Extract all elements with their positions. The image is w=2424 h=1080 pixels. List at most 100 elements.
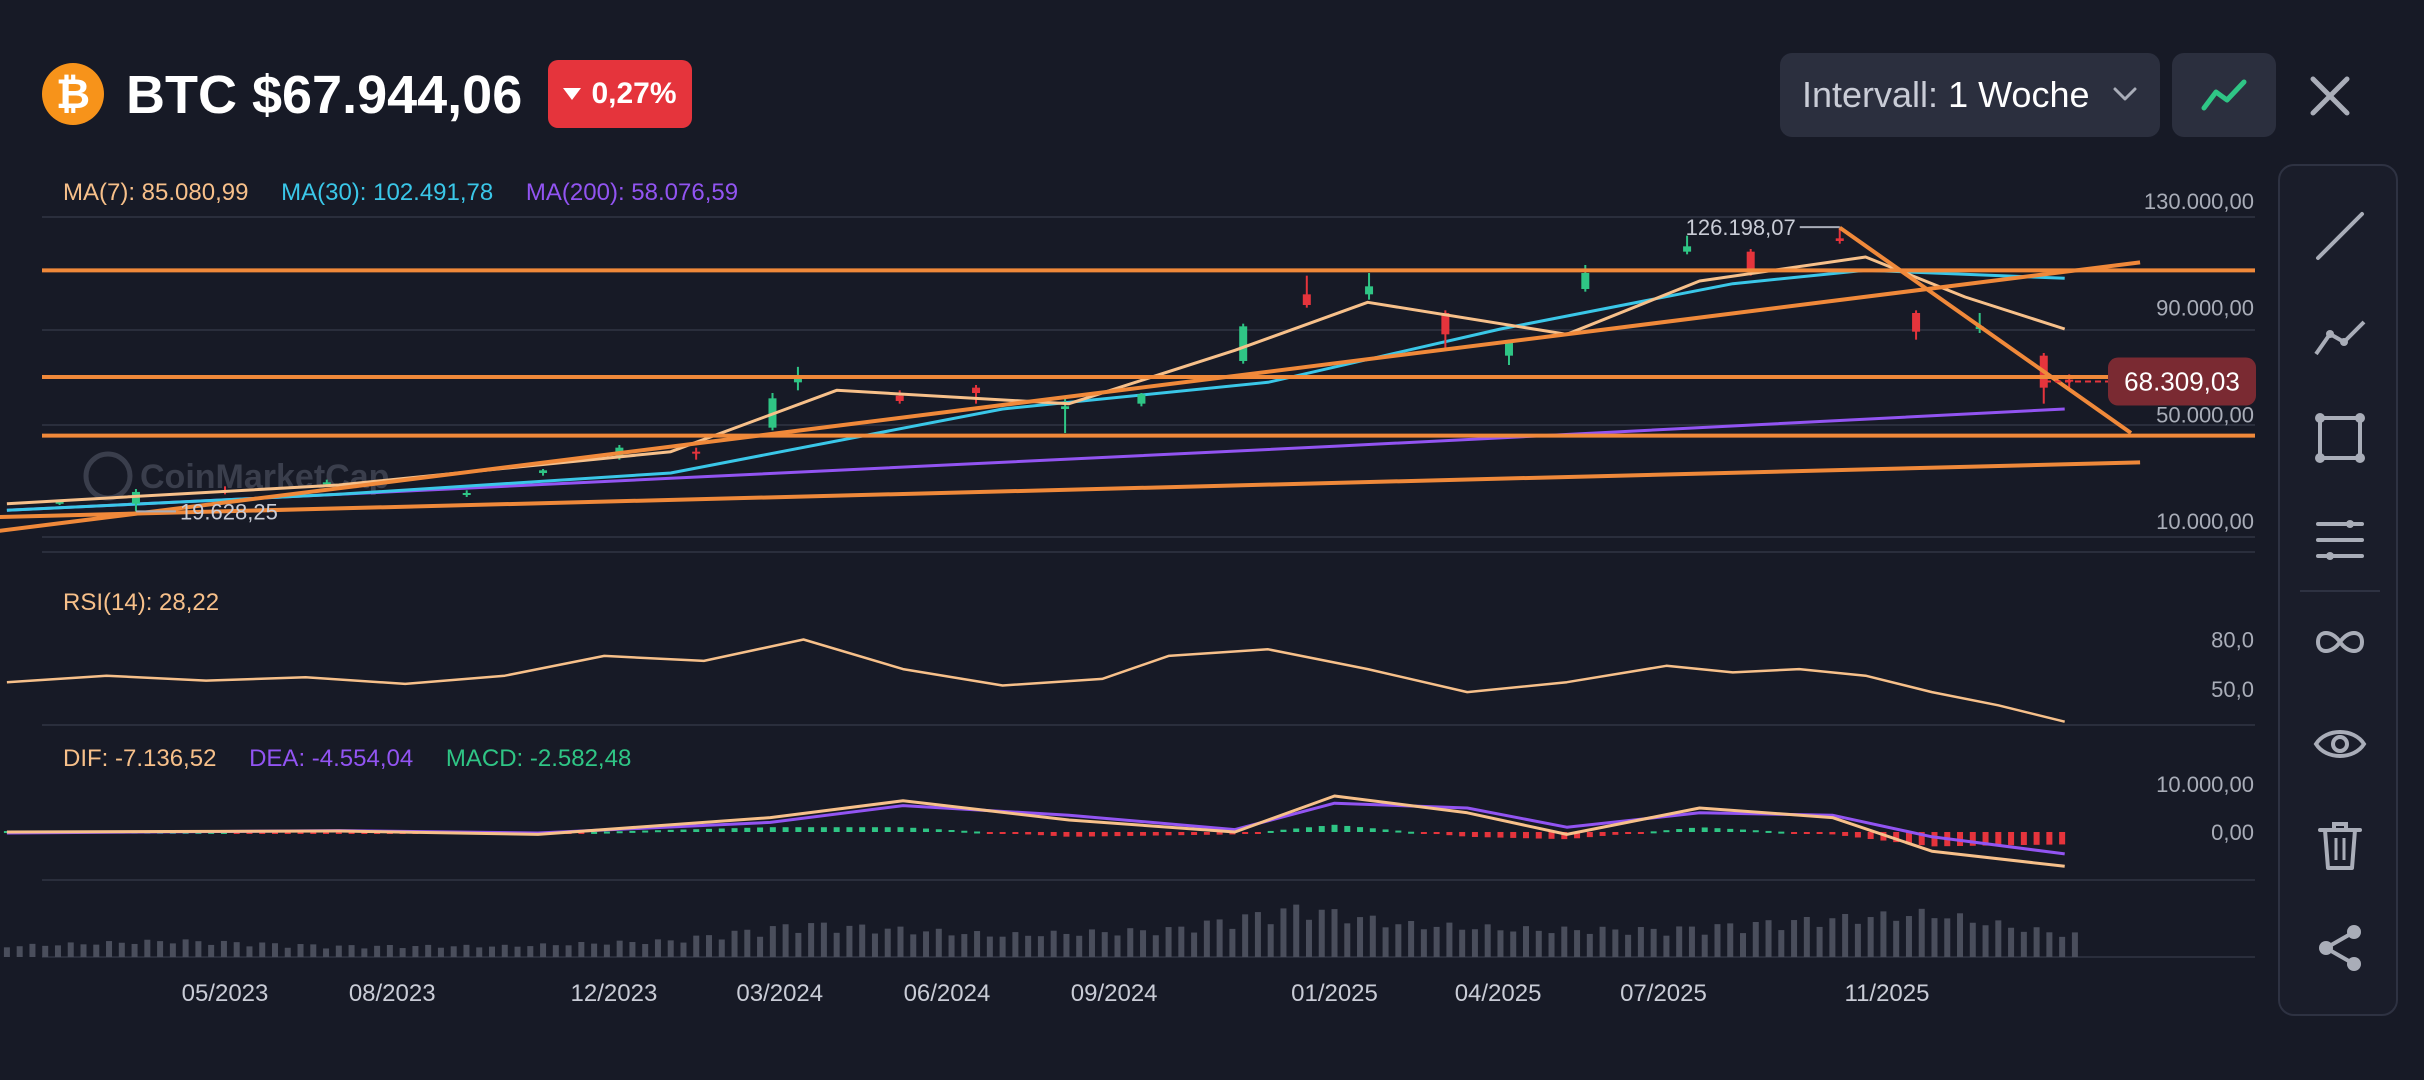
macd-histogram-bar bbox=[1842, 832, 1849, 836]
volume-bar bbox=[961, 934, 968, 957]
volume-bar bbox=[757, 936, 764, 957]
close-button[interactable] bbox=[2300, 66, 2360, 126]
volume-bar bbox=[1280, 908, 1287, 957]
candle-body bbox=[1365, 286, 1374, 295]
volume-bar bbox=[80, 944, 87, 957]
eye-icon bbox=[2313, 730, 2367, 758]
volume-bar bbox=[1318, 909, 1325, 957]
volume-bar bbox=[654, 939, 661, 957]
volume-bar bbox=[552, 945, 559, 957]
macd-histogram-bar bbox=[667, 829, 674, 832]
macd-histogram-bar bbox=[1803, 832, 1810, 834]
macd-histogram-bar bbox=[1446, 832, 1453, 836]
volume-bar bbox=[1893, 920, 1900, 957]
volume-bar bbox=[2020, 931, 2027, 957]
volume-bar bbox=[514, 946, 521, 957]
tool-infinity[interactable] bbox=[2300, 602, 2380, 682]
volume-bar bbox=[1778, 930, 1785, 957]
macd-histogram-bar bbox=[1676, 829, 1683, 832]
candle-body bbox=[692, 451, 701, 454]
price-axis-tick: 50.000,00 bbox=[2156, 402, 2254, 427]
price-axis-tick: 90.000,00 bbox=[2156, 296, 2254, 321]
volume-bar bbox=[999, 936, 1006, 957]
candle-body bbox=[1061, 406, 1070, 409]
volume-bar bbox=[846, 925, 853, 957]
volume-bar bbox=[935, 928, 942, 957]
volume-bar bbox=[297, 944, 304, 957]
header: ₿ BTC $67.944,06 0,27% Intervall: 1 Woch… bbox=[0, 0, 2424, 150]
candle-body bbox=[1239, 326, 1248, 361]
volume-bar bbox=[284, 947, 291, 957]
macd-histogram-bar bbox=[220, 831, 227, 834]
volume-bar bbox=[182, 939, 189, 957]
volume-bar bbox=[1395, 924, 1402, 957]
price-chart[interactable]: CoinMarketCap130.000,0090.000,0050.000,0… bbox=[0, 0, 2270, 1020]
tool-parallel-lines[interactable] bbox=[2300, 500, 2380, 580]
macd-histogram-bar bbox=[910, 827, 917, 832]
macd-histogram-bar bbox=[1918, 832, 1925, 846]
rsi-legend: RSI(14): 28,22 bbox=[63, 589, 245, 617]
x-axis-tick: 08/2023 bbox=[349, 980, 436, 1007]
volume-bar bbox=[1727, 923, 1734, 957]
volume-bar bbox=[1982, 925, 1989, 957]
volume-bar bbox=[1816, 926, 1823, 957]
macd-histogram-bar bbox=[1063, 832, 1070, 837]
volume-bar bbox=[1420, 929, 1427, 957]
volume-bar bbox=[463, 944, 470, 957]
volume-bar bbox=[1050, 930, 1057, 957]
volume-bar bbox=[29, 943, 36, 957]
macd-histogram-bar bbox=[693, 829, 700, 832]
macd-histogram-bar bbox=[654, 830, 661, 833]
tool-share[interactable] bbox=[2300, 908, 2380, 988]
macd-histogram-bar bbox=[1637, 832, 1644, 834]
macd-histogram-bar bbox=[1854, 832, 1861, 838]
macd-histogram-bar bbox=[986, 832, 993, 834]
macd-histogram-bar bbox=[961, 830, 968, 833]
volume-bar bbox=[603, 944, 610, 957]
macd-histogram-bar bbox=[1599, 832, 1606, 836]
tool-visibility[interactable] bbox=[2300, 704, 2380, 784]
volume-bar bbox=[1242, 914, 1249, 957]
x-axis-tick: 12/2023 bbox=[571, 980, 658, 1007]
chart-type-button[interactable] bbox=[2172, 53, 2276, 137]
volume-bar bbox=[1152, 935, 1159, 957]
macd-histogram-bar bbox=[2046, 832, 2053, 845]
macd-histogram-bar bbox=[1267, 830, 1274, 833]
interval-select[interactable]: Intervall: 1 Woche bbox=[1780, 53, 2160, 137]
volume-bar bbox=[1254, 912, 1261, 957]
volume-bar bbox=[488, 946, 495, 957]
volume-bar bbox=[1101, 932, 1108, 957]
volume-bar bbox=[1957, 913, 1964, 957]
x-axis-tick: 04/2025 bbox=[1455, 980, 1542, 1007]
macd-histogram-bar bbox=[935, 829, 942, 832]
tool-polyline[interactable] bbox=[2300, 298, 2380, 378]
tool-delete[interactable] bbox=[2300, 806, 2380, 886]
macd-histogram-bar bbox=[1625, 832, 1632, 834]
candle-body bbox=[1441, 313, 1450, 335]
candle-body bbox=[1137, 394, 1146, 404]
macd-histogram-bar bbox=[1152, 832, 1159, 836]
volume-bar bbox=[871, 933, 878, 957]
macd-histogram-bar bbox=[1344, 825, 1351, 832]
tool-rectangle[interactable] bbox=[2300, 398, 2380, 478]
volume-bar bbox=[310, 944, 317, 957]
volume-bar bbox=[208, 944, 215, 957]
macd-histogram-bar bbox=[757, 827, 764, 832]
tool-draw-line[interactable] bbox=[2300, 196, 2380, 276]
macd-histogram-bar bbox=[1791, 832, 1798, 834]
volume-bar bbox=[1203, 920, 1210, 957]
macd-histogram-bar bbox=[680, 829, 687, 832]
macd-histogram-bar bbox=[1114, 832, 1121, 837]
macd-histogram-bar bbox=[820, 827, 827, 832]
volume-bar bbox=[386, 944, 393, 957]
macd-histogram-bar bbox=[795, 827, 802, 832]
volume-bar bbox=[718, 939, 725, 957]
volume-bar bbox=[1522, 926, 1529, 957]
macd-histogram-bar bbox=[846, 827, 853, 832]
current-price-tag bbox=[2108, 357, 2256, 406]
volume-bar bbox=[1471, 929, 1478, 957]
volume-bar bbox=[3, 947, 10, 957]
macd-histogram-bar bbox=[578, 832, 585, 834]
volume-bar bbox=[1076, 935, 1083, 957]
volume-bar bbox=[1676, 926, 1683, 957]
